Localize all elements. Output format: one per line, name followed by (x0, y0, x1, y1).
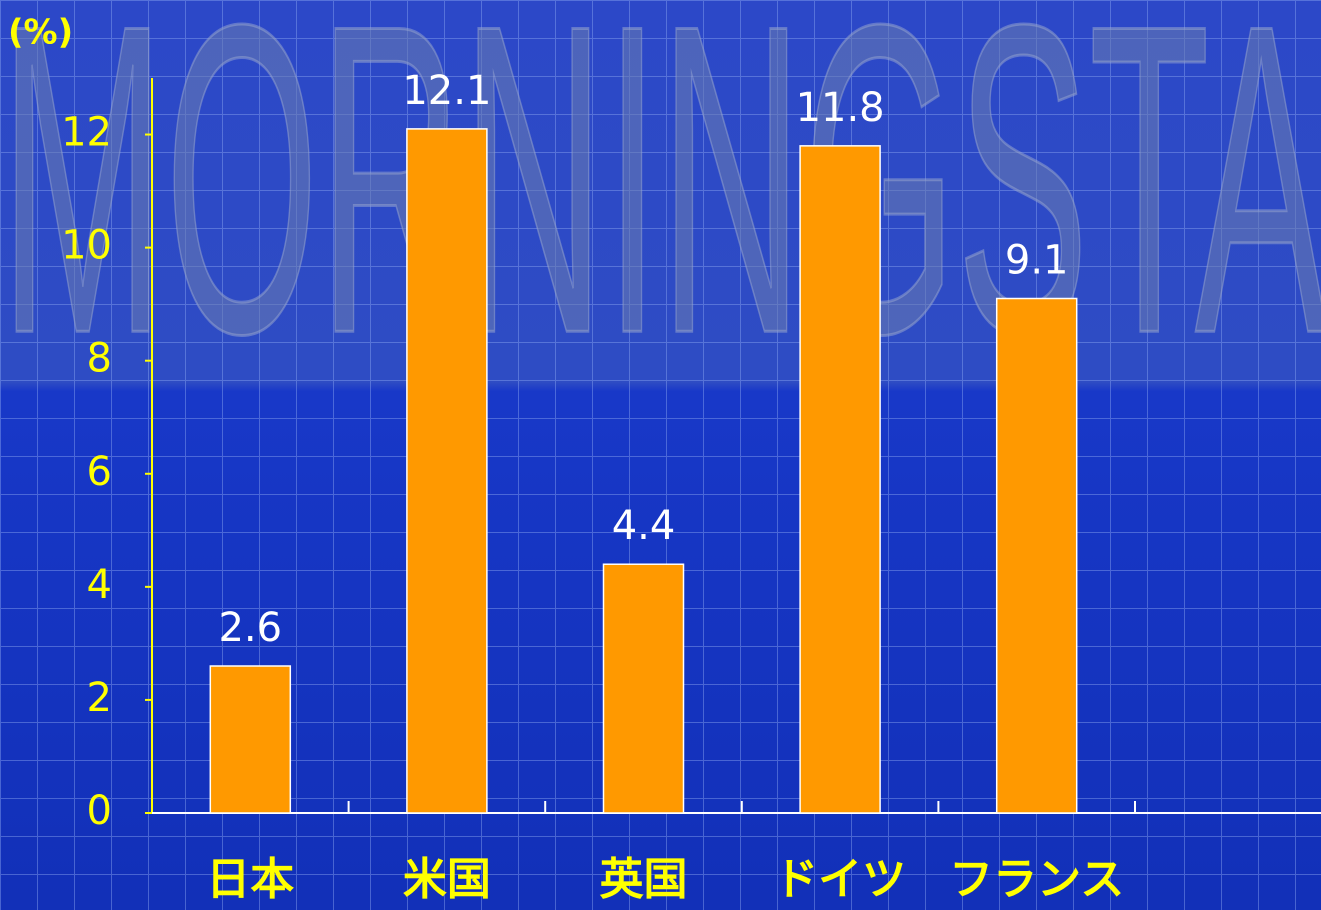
bar (406, 128, 488, 814)
y-tick-label: 6 (87, 449, 112, 495)
bar (799, 145, 881, 814)
y-tick-label: 2 (87, 675, 112, 721)
x-tick-label: 英国 (600, 854, 688, 905)
x-tick-label: ドイツ (774, 854, 906, 905)
y-tick-label: 10 (61, 223, 112, 269)
value-label: 12.1 (402, 68, 491, 114)
x-tick-label: 米国 (403, 854, 491, 905)
y-tick-label: 4 (87, 562, 112, 608)
y-tick-label: 0 (87, 788, 112, 834)
y-tick-label: 12 (61, 110, 112, 156)
bar (602, 563, 685, 814)
value-label: 11.8 (796, 85, 885, 131)
value-label: 2.6 (218, 605, 282, 651)
bar (995, 297, 1078, 814)
y-tick-label: 8 (87, 336, 112, 382)
watermark: MORNINGSTAR (0, 0, 1321, 425)
value-label: 4.4 (612, 503, 676, 549)
value-label: 9.1 (1005, 238, 1069, 284)
y-axis-label: (%) (8, 13, 73, 53)
x-tick-label: フランス (949, 854, 1124, 905)
bar (209, 665, 292, 814)
x-tick-label: 日本 (206, 854, 294, 905)
